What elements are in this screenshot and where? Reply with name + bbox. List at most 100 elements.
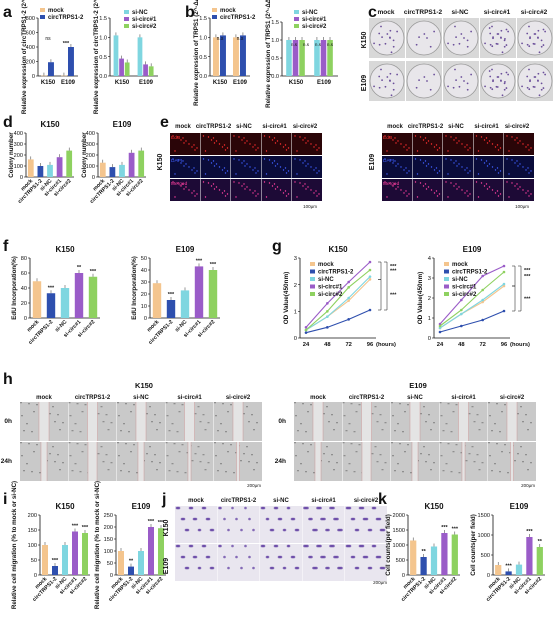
cell-dot (496, 167, 499, 169)
cell-texture (217, 470, 219, 472)
cell-dot (238, 159, 240, 161)
cell-texture (379, 414, 382, 416)
data-point (460, 324, 463, 328)
row-label: E109 (369, 154, 376, 170)
migrated-cell (194, 555, 198, 559)
cell-texture (76, 403, 79, 405)
cell-dot (461, 189, 463, 191)
scale-bar-label: 100μm (303, 204, 317, 209)
cell-texture (215, 415, 217, 417)
micrograph-tile (504, 156, 534, 178)
cell-dot (182, 183, 184, 185)
cell-texture (69, 455, 72, 457)
y-axis-label: Relative expression of TRPS1 (2^-ΔΔCt) (193, 0, 200, 106)
cell-dot (386, 173, 388, 175)
cell-dot (265, 150, 268, 152)
data-point (502, 284, 506, 288)
bar (52, 566, 58, 575)
cell-texture (410, 472, 412, 474)
bar (286, 40, 292, 76)
colony-dot (454, 68, 456, 71)
x-tick-label: E109 (317, 80, 332, 86)
significance-label: *** (526, 529, 533, 535)
data-point (326, 302, 329, 305)
transwell-image (302, 544, 345, 581)
y-axis-label: Relative expression of TRPS1 (2^-ΔΔCt) (265, 0, 272, 108)
colony-dot (386, 76, 389, 78)
cell-dot (196, 170, 198, 172)
cell-dot (204, 173, 207, 175)
cell-dot (506, 158, 508, 160)
cell-texture (125, 443, 127, 445)
migrated-cell (292, 555, 296, 559)
cell-texture (476, 454, 479, 456)
y-tick-label: 150 (28, 528, 37, 534)
legend-label: circTRPS1-2 (48, 15, 84, 21)
chart-title: E109 (510, 502, 529, 511)
y-tick-label: 1 (294, 310, 297, 316)
cell-dot (257, 193, 259, 195)
cell-texture (59, 469, 61, 471)
cell-texture (102, 421, 105, 423)
cell-dot (172, 158, 174, 160)
cell-dot (246, 163, 248, 165)
cell-dot (416, 196, 419, 198)
cell-texture (246, 446, 248, 448)
cell-dot (416, 150, 419, 152)
migrated-cell (327, 528, 330, 532)
legend-swatch (444, 284, 449, 289)
series-line (305, 309, 371, 334)
colony-dot (455, 36, 457, 39)
cell-dot (466, 144, 468, 146)
migrated-cell (310, 517, 313, 521)
cell-texture (517, 453, 519, 455)
cell-texture (407, 444, 409, 446)
cell-texture (79, 471, 82, 473)
cell-dot (271, 139, 274, 141)
cell-dot (422, 139, 425, 141)
cell-dot (238, 182, 240, 184)
x-tick-label: 24 (437, 342, 444, 348)
row-label: E109 (163, 558, 170, 574)
micrograph-tile (473, 156, 504, 178)
cell-texture (81, 411, 84, 413)
significance-label: n.s (217, 36, 224, 42)
cell-dot (210, 185, 213, 187)
cell-dot (180, 185, 182, 187)
cell-texture (447, 403, 450, 405)
migrated-cell (182, 517, 186, 521)
cell-texture (473, 421, 476, 423)
column-label: mock (188, 498, 204, 504)
bar (327, 40, 333, 76)
cell-dot (183, 142, 185, 144)
cell-texture (476, 414, 479, 416)
bar (109, 167, 116, 177)
colony-dot (396, 73, 399, 76)
data-point (304, 326, 308, 329)
transwell-image (217, 544, 260, 581)
cell-texture (197, 446, 200, 448)
cell-dot (447, 150, 449, 152)
y-tick-label: 2000 (393, 513, 405, 519)
cell-texture (399, 403, 401, 405)
y-axis-label: Cell counts(per field) (470, 514, 477, 576)
colony-dot (381, 36, 383, 39)
significance-label: n.s (327, 42, 334, 47)
cell-dot (193, 190, 195, 192)
cell-texture (225, 431, 227, 433)
cell-dot (389, 136, 391, 138)
cell-dot (279, 166, 282, 168)
cell-texture (504, 444, 506, 446)
micrograph-tile (504, 133, 534, 155)
cell-dot (400, 166, 402, 168)
data-point (460, 308, 463, 312)
cell-dot (392, 139, 394, 141)
data-point (502, 270, 506, 274)
significance-label: *** (441, 525, 448, 531)
cell-texture (455, 444, 458, 446)
migrated-cell (348, 544, 352, 548)
cell-texture (105, 454, 108, 456)
cell-dot (307, 163, 309, 165)
cell-dot (285, 149, 288, 151)
cell-dot (226, 170, 229, 172)
